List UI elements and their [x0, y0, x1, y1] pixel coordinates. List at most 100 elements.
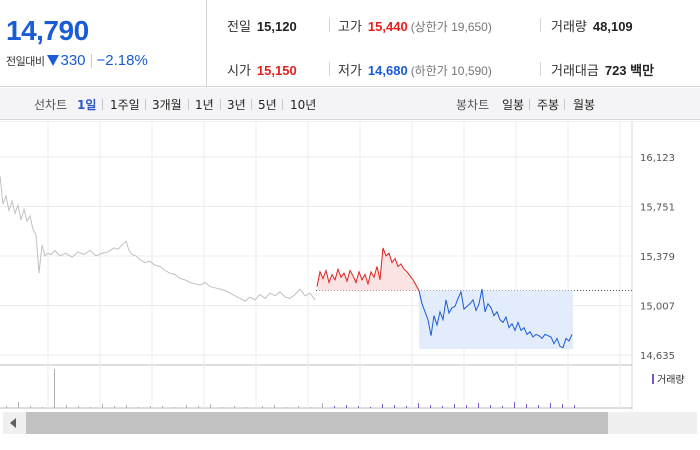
volume-bar: [538, 405, 539, 408]
volume-bar: [346, 405, 347, 408]
y-tick-label: 15,379: [640, 252, 675, 263]
stat-open: 시가 15,150: [227, 60, 297, 79]
chart-scrollbar[interactable]: [0, 410, 700, 436]
y-tick-label: 15,751: [640, 203, 675, 214]
divider: [145, 99, 146, 110]
volume-bar: [574, 405, 575, 408]
down-triangle-icon: [47, 55, 60, 66]
stat-value: 15,150: [256, 63, 297, 78]
volume-bar: [162, 406, 163, 408]
volume-bar: [526, 404, 527, 408]
volume-bar: [394, 405, 395, 408]
current-price: 14,790: [6, 15, 89, 46]
scrollbar-thumb[interactable]: [26, 412, 608, 434]
volume-bar: [150, 406, 151, 408]
volume-bar: [322, 403, 323, 408]
volume-bar: [358, 406, 359, 408]
stat-value: 48,109: [592, 19, 633, 34]
volume-bar: [442, 406, 443, 408]
stat-label: 시가: [227, 63, 251, 78]
volume-bar: [430, 405, 431, 408]
volume-bar: [370, 407, 371, 408]
period-tab-5year[interactable]: 5년: [258, 98, 277, 112]
volume-bar: [454, 404, 455, 408]
volume-bar: [262, 406, 263, 408]
change-rate: −2.18%: [96, 52, 148, 69]
volume-bar: [210, 404, 211, 408]
volume-bar: [334, 406, 335, 408]
stat-label: 거래량: [551, 19, 587, 34]
period-tab-3month[interactable]: 3개월: [152, 98, 182, 112]
period-tab-3year[interactable]: 3년: [227, 98, 246, 112]
volume-bar: [478, 403, 479, 408]
period-tab-1year[interactable]: 1년: [195, 98, 214, 112]
stat-volume: 거래량 48,109: [551, 16, 633, 35]
volume-bar: [466, 405, 467, 408]
divider: [220, 99, 221, 110]
stat-trade-amount: 거래대금 723 백만: [551, 60, 654, 79]
volume-bar: [222, 407, 223, 408]
period-tab-1week[interactable]: 1주일: [110, 98, 140, 112]
volume-bar: [6, 406, 7, 408]
change-divider: [90, 53, 92, 68]
candle-tab-monthly[interactable]: 월봉: [573, 98, 596, 112]
divider: [102, 99, 103, 110]
price-series-line-previous-day: [0, 175, 316, 302]
volume-legend: 거래량: [652, 371, 685, 386]
volume-bar: [18, 402, 19, 408]
divider: [540, 62, 541, 76]
volume-bar: [550, 403, 551, 408]
volume-bar: [418, 403, 419, 408]
divider: [564, 99, 565, 110]
volume-bar: [78, 406, 79, 408]
stat-value: 15,120: [256, 19, 297, 34]
volume-legend-label: 거래량: [657, 375, 685, 386]
change-label: 전일대비: [6, 54, 45, 68]
candle-tab-daily[interactable]: 일봉: [502, 98, 525, 112]
candle-tab-weekly[interactable]: 주봉: [537, 98, 560, 112]
divider: [188, 99, 189, 110]
y-tick-label: 15,007: [640, 302, 675, 313]
stat-value: 14,680: [367, 63, 408, 78]
volume-bar: [490, 405, 491, 408]
price-chart[interactable]: 16,123 15,751 15,379 15,007 14,635 거래량: [0, 121, 700, 410]
divider: [282, 99, 283, 110]
chart-toolbar: 선차트 1일 1주일 3개월 1년 3년 5년 10년 봉차트 일봉 주봉 월봉: [0, 88, 700, 120]
volume-bar: [90, 407, 91, 408]
change-amount: 330: [60, 52, 86, 69]
down-area-fill: [419, 290, 573, 349]
y-tick-label: 14,635: [640, 351, 675, 362]
stat-label: 전일: [227, 19, 251, 34]
volume-bar: [126, 405, 127, 408]
volume-bar: [234, 406, 235, 408]
volume-bar: [246, 407, 247, 408]
stat-prev-close: 전일 15,120: [227, 16, 297, 35]
volume-bar: [114, 406, 115, 408]
left-arrow-icon[interactable]: [3, 412, 23, 434]
volume-bar: [42, 407, 43, 408]
price-series-line-today-below-reference: [418, 289, 573, 349]
period-tab-1day[interactable]: 1일: [77, 98, 97, 112]
stat-low: 저가 14,680 (하한가 10,590): [338, 60, 492, 79]
volume-bar: [562, 404, 563, 408]
price-chart-svg: 16,123 15,751 15,379 15,007 14,635: [0, 121, 700, 410]
line-chart-label: 선차트: [34, 98, 68, 112]
volume-bar: [198, 406, 199, 408]
price-series-line-today-above-reference: [316, 247, 420, 291]
divider: [540, 18, 541, 32]
candle-chart-label: 봉차트: [456, 98, 490, 112]
y-tick-label: 16,123: [640, 153, 675, 164]
volume-bar: [286, 407, 287, 408]
volume-bar: [502, 406, 503, 408]
stat-label: 고가: [338, 19, 362, 34]
divider: [251, 99, 252, 110]
volume-bar: [274, 405, 275, 408]
divider: [329, 18, 330, 32]
period-tab-10year[interactable]: 10년: [290, 98, 317, 112]
stat-label: 거래대금: [551, 63, 599, 78]
stat-label: 저가: [338, 63, 362, 78]
volume-bar: [406, 406, 407, 408]
price-summary: 14,790 전일대비 330 −2.18%: [0, 0, 207, 87]
volume-bar: [102, 404, 103, 408]
stat-lower-limit: (하한가 10,590): [410, 64, 492, 78]
